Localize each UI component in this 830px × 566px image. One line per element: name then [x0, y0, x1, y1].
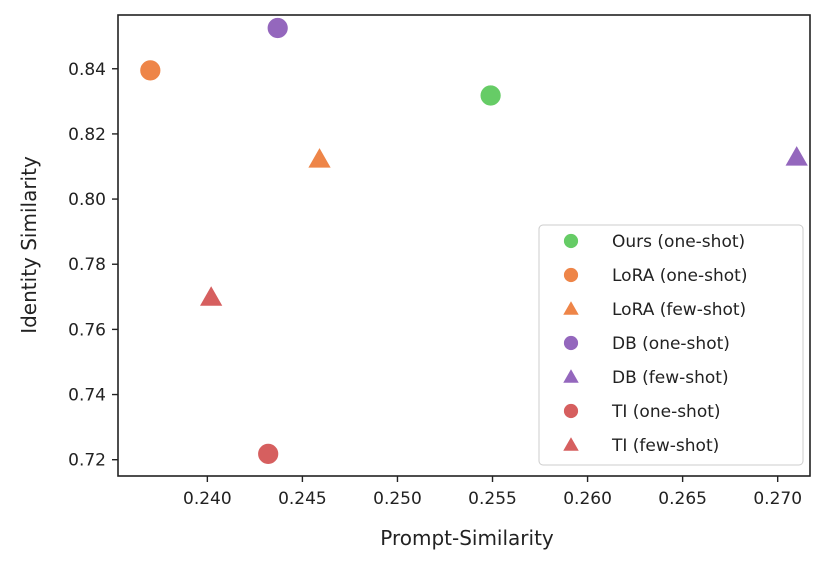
- y-tick-label: 0.74: [68, 386, 106, 406]
- legend-marker: [563, 233, 579, 249]
- y-tick-label: 0.78: [68, 255, 106, 275]
- y-tick-label: 0.84: [68, 60, 106, 80]
- legend: Ours (one-shot) LoRA (one-shot) LoRA (few-…: [538, 224, 804, 466]
- data-point-circle: [139, 59, 162, 82]
- legend-marker: [563, 335, 579, 351]
- legend-box: [538, 224, 804, 466]
- x-tick-label: 0.260: [563, 489, 612, 509]
- data-point-triangle: [784, 144, 810, 167]
- legend-label: DB (few-shot): [612, 368, 729, 388]
- x-axis-ticks: 0.240 0.245 0.250 0.255 0.260 0.265 0.270: [183, 476, 802, 509]
- legend-marker: [561, 299, 581, 316]
- legend-label: DB (one-shot): [612, 334, 730, 354]
- y-axis-ticks: 0.72 0.74 0.76 0.78 0.80 0.82 0.84: [68, 60, 118, 471]
- x-tick-label: 0.240: [183, 489, 232, 509]
- data-point-circle: [257, 442, 280, 465]
- legend-marker: [561, 435, 581, 452]
- legend-label: LoRA (few-shot): [612, 300, 746, 320]
- y-tick-label: 0.76: [68, 320, 106, 340]
- plot-frame: [117, 14, 811, 477]
- legend-marker: [563, 267, 579, 283]
- y-tick-label: 0.72: [68, 451, 106, 471]
- legend-marker: [563, 403, 579, 419]
- legend-label: TI (one-shot): [611, 402, 721, 422]
- x-axis-label: Prompt-Similarity: [380, 526, 554, 550]
- x-tick-label: 0.255: [468, 489, 517, 509]
- x-tick-label: 0.265: [658, 489, 707, 509]
- data-points: [139, 17, 810, 465]
- data-point-triangle: [198, 284, 224, 307]
- legend-marker: [561, 367, 581, 384]
- data-point-triangle: [306, 146, 333, 169]
- y-axis-label: Identity Similarity: [17, 156, 41, 334]
- y-tick-label: 0.80: [68, 190, 106, 210]
- data-point-circle: [266, 17, 289, 39]
- legend-label: LoRA (one-shot): [612, 266, 747, 286]
- legend-label: Ours (one-shot): [612, 232, 745, 252]
- x-tick-label: 0.270: [753, 489, 802, 509]
- legend-label: TI (few-shot): [611, 436, 719, 456]
- y-tick-label: 0.82: [68, 125, 106, 145]
- x-tick-label: 0.245: [278, 489, 327, 509]
- x-tick-label: 0.250: [373, 489, 422, 509]
- data-point-circle: [479, 84, 502, 107]
